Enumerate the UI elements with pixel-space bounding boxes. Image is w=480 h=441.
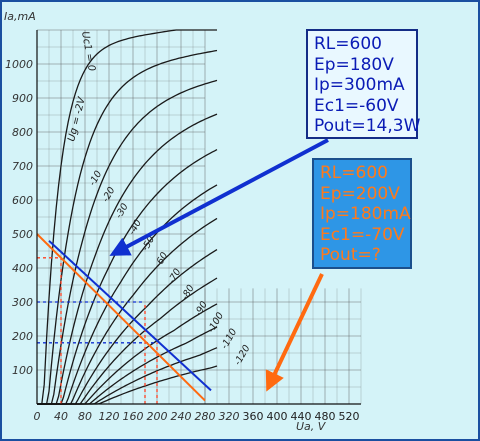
x-tick-label: 320 (219, 410, 240, 423)
characteristic-curve (37, 49, 218, 405)
x-tick-label: 40 (54, 410, 68, 423)
axes: Ia,mA Ua, V Uc1 = 0 Ug = -2V 0 40 80 120 160… (4, 10, 361, 433)
x-tick-label: 120 (99, 410, 120, 423)
y-tick-label: 700 (12, 160, 33, 173)
x-tick-label: 0 (34, 410, 41, 423)
y-tick-label: 900 (12, 92, 33, 105)
curve-label: -60 (153, 251, 170, 270)
y-tick-label: 100 (12, 364, 33, 377)
y-tick-label: 1000 (5, 58, 33, 71)
guide-lines (37, 257, 158, 404)
x-tick-label: 200 (147, 410, 168, 423)
blue-pout: Pout=14,3W (314, 116, 421, 136)
load-line (48, 240, 212, 392)
x-tick-label: 520 (339, 410, 360, 423)
x-tick-label: 400 (267, 410, 288, 423)
curve-label-top: Uc1 = 0 (79, 31, 97, 73)
curve-label: -30 (113, 202, 130, 221)
characteristic-curve (37, 113, 218, 405)
x-tick-label: 160 (123, 410, 144, 423)
x-tick-label: 280 (195, 410, 216, 423)
characteristic-curve (37, 79, 218, 405)
y-tick-label: 400 (12, 262, 33, 275)
blue-rl: RL=600 (314, 34, 382, 54)
blue-ec1: Ec1=-60V (314, 95, 399, 116)
orange-arrow (265, 273, 324, 392)
y-tick-label: 300 (12, 296, 33, 309)
curve-label: -20 (100, 185, 117, 204)
characteristic-curve (37, 184, 218, 405)
load-lines (36, 233, 212, 402)
y-tick-label: 800 (12, 126, 33, 139)
curve-label: -10 (87, 169, 104, 188)
curve-label: -80 (179, 283, 196, 302)
orange-ep: Ep=200V (320, 183, 400, 204)
curve-label: -100 (206, 311, 226, 335)
orange-ip: Ip=180mA (320, 204, 411, 224)
y-tick-label: 500 (12, 228, 33, 241)
blue-annotation-box: RL=600 Ep=180V Ip=300mA Ec1=-60V Pout=14… (306, 29, 421, 139)
annotation-arrows (109, 138, 329, 392)
blue-arrow (109, 138, 329, 256)
orange-annotation-box: RL=600 Ep=200V Ip=180mA Ec1=-70V Pout=? (312, 158, 412, 269)
y-tick-label: 200 (12, 330, 33, 343)
orange-ec1: Ec1=-70V (320, 224, 405, 245)
x-tick-label: 440 (291, 410, 312, 423)
load-line (36, 233, 206, 402)
characteristic-curve (37, 29, 217, 405)
x-tick-label: 240 (171, 410, 192, 423)
y-tick-label: 600 (12, 194, 33, 207)
blue-ip: Ip=300mA (314, 75, 405, 95)
curve-label: -110 (219, 327, 239, 351)
characteristic-curve (37, 149, 218, 405)
curve-label: -120 (232, 343, 252, 367)
y-axis-label: Ia,mA (4, 10, 36, 23)
orange-pout: Pout=? (320, 245, 381, 265)
x-tick-label: 360 (243, 410, 264, 423)
x-axis-label: Ua, V (296, 420, 327, 433)
blue-ep: Ep=180V (314, 54, 394, 75)
x-tick-label: 480 (315, 410, 336, 423)
orange-rl: RL=600 (320, 163, 388, 183)
x-tick-label: 80 (78, 410, 92, 423)
